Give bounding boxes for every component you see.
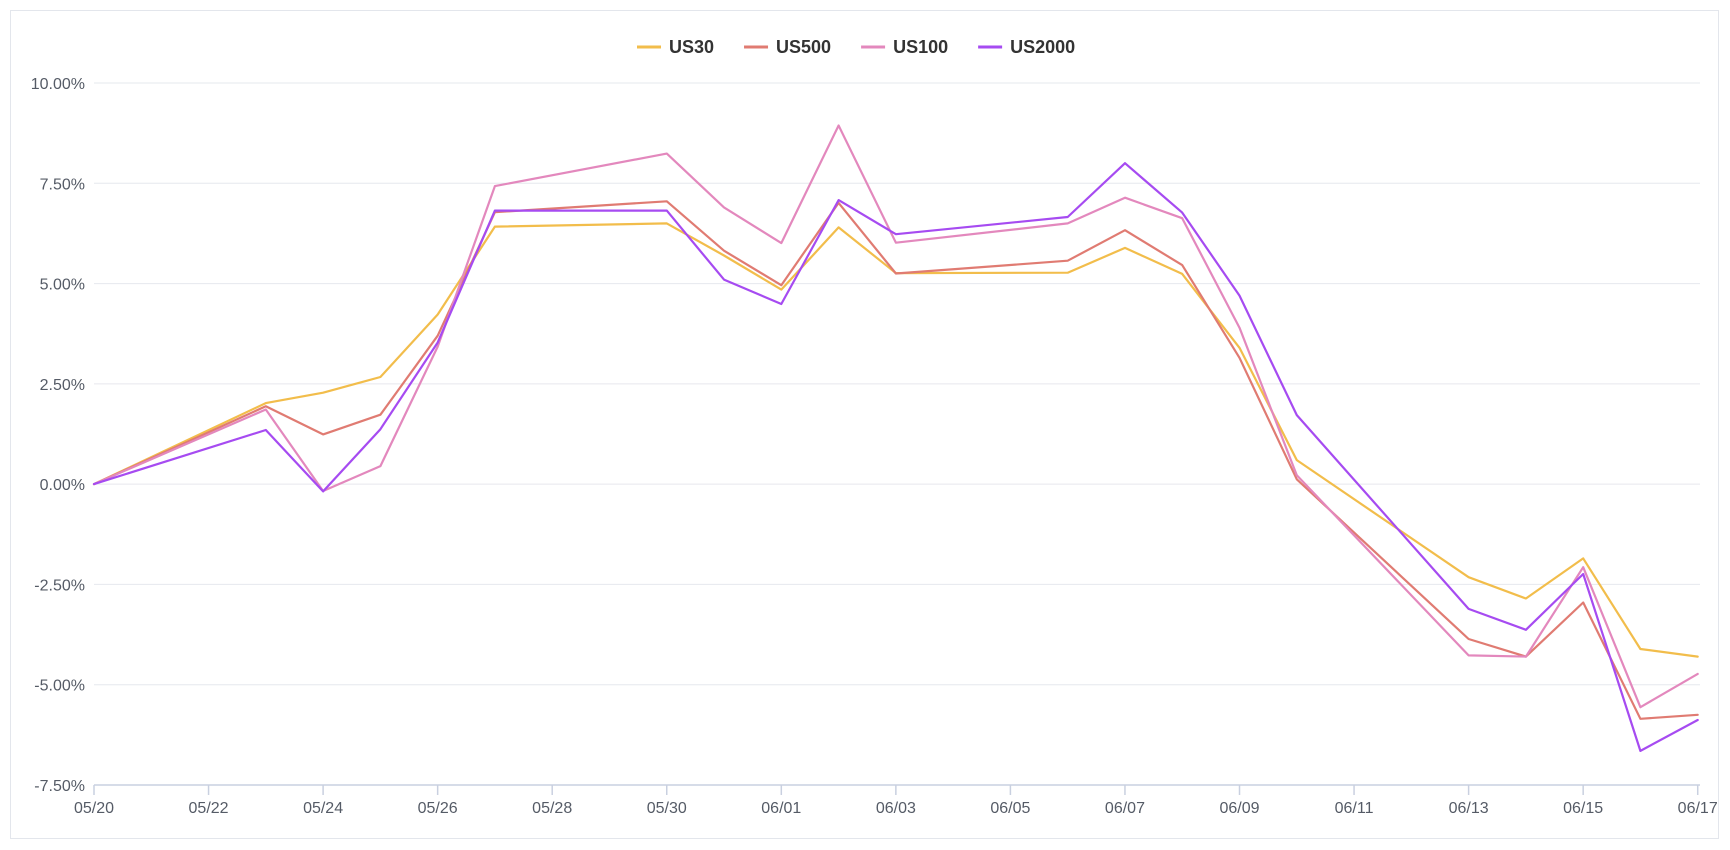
legend-item-us30[interactable]: US30 <box>637 37 714 57</box>
x-tick-label: 05/20 <box>74 800 114 817</box>
legend-label: US100 <box>893 37 948 57</box>
legend: US30 US500 US100 US2000 <box>637 37 1075 57</box>
chart-container <box>10 10 1719 839</box>
legend-label: US2000 <box>1010 37 1075 57</box>
x-tick-label: 06/11 <box>1335 800 1374 817</box>
x-tick-label: 05/22 <box>189 800 229 817</box>
series-line-us30[interactable] <box>92 222 1699 658</box>
y-tick-label: -2.50% <box>34 577 85 594</box>
x-tick-label: 06/13 <box>1449 800 1489 817</box>
legend-label: US500 <box>776 37 831 57</box>
x-axis-labels: 05/20 05/22 05/24 05/26 05/28 05/30 06/01 06/03… <box>74 800 1718 817</box>
y-tick-label: 2.50% <box>40 377 85 394</box>
x-axis <box>93 784 1700 795</box>
x-tick-label: 05/26 <box>418 800 458 817</box>
x-tick-label: 06/01 <box>761 800 801 817</box>
legend-item-us100[interactable]: US100 <box>861 37 948 57</box>
y-tick-label: 0.00% <box>40 477 85 494</box>
series-line-us100[interactable] <box>92 124 1699 709</box>
y-tick-label: 5.00% <box>40 277 85 294</box>
y-tick-label: 7.50% <box>40 176 85 193</box>
legend-label: US30 <box>669 37 714 57</box>
legend-item-us500[interactable]: US500 <box>744 37 831 57</box>
x-tick-label: 06/05 <box>990 800 1030 817</box>
y-tick-label: 10.00% <box>31 76 85 93</box>
x-tick-label: 06/17 <box>1678 800 1718 817</box>
x-tick-label: 06/03 <box>876 800 916 817</box>
y-tick-label: -5.00% <box>34 678 85 695</box>
y-tick-label: -7.50% <box>34 778 85 795</box>
grid-lines <box>94 82 1700 686</box>
legend-item-us2000[interactable]: US2000 <box>978 37 1075 57</box>
x-tick-label: 05/24 <box>303 800 343 817</box>
x-tick-label: 05/28 <box>532 800 572 817</box>
y-axis-labels: 10.00% 7.50% 5.00% 2.50% 0.00% -2.50% -5.00% -7… <box>31 76 85 795</box>
series-line-us2000[interactable] <box>92 162 1699 753</box>
x-tick-label: 06/15 <box>1563 800 1603 817</box>
x-tick-label: 06/09 <box>1219 800 1259 817</box>
x-tick-label: 05/30 <box>647 800 687 817</box>
x-tick-label: 06/07 <box>1105 800 1145 817</box>
series-line-us500[interactable] <box>92 200 1699 720</box>
series-lines <box>92 124 1699 753</box>
